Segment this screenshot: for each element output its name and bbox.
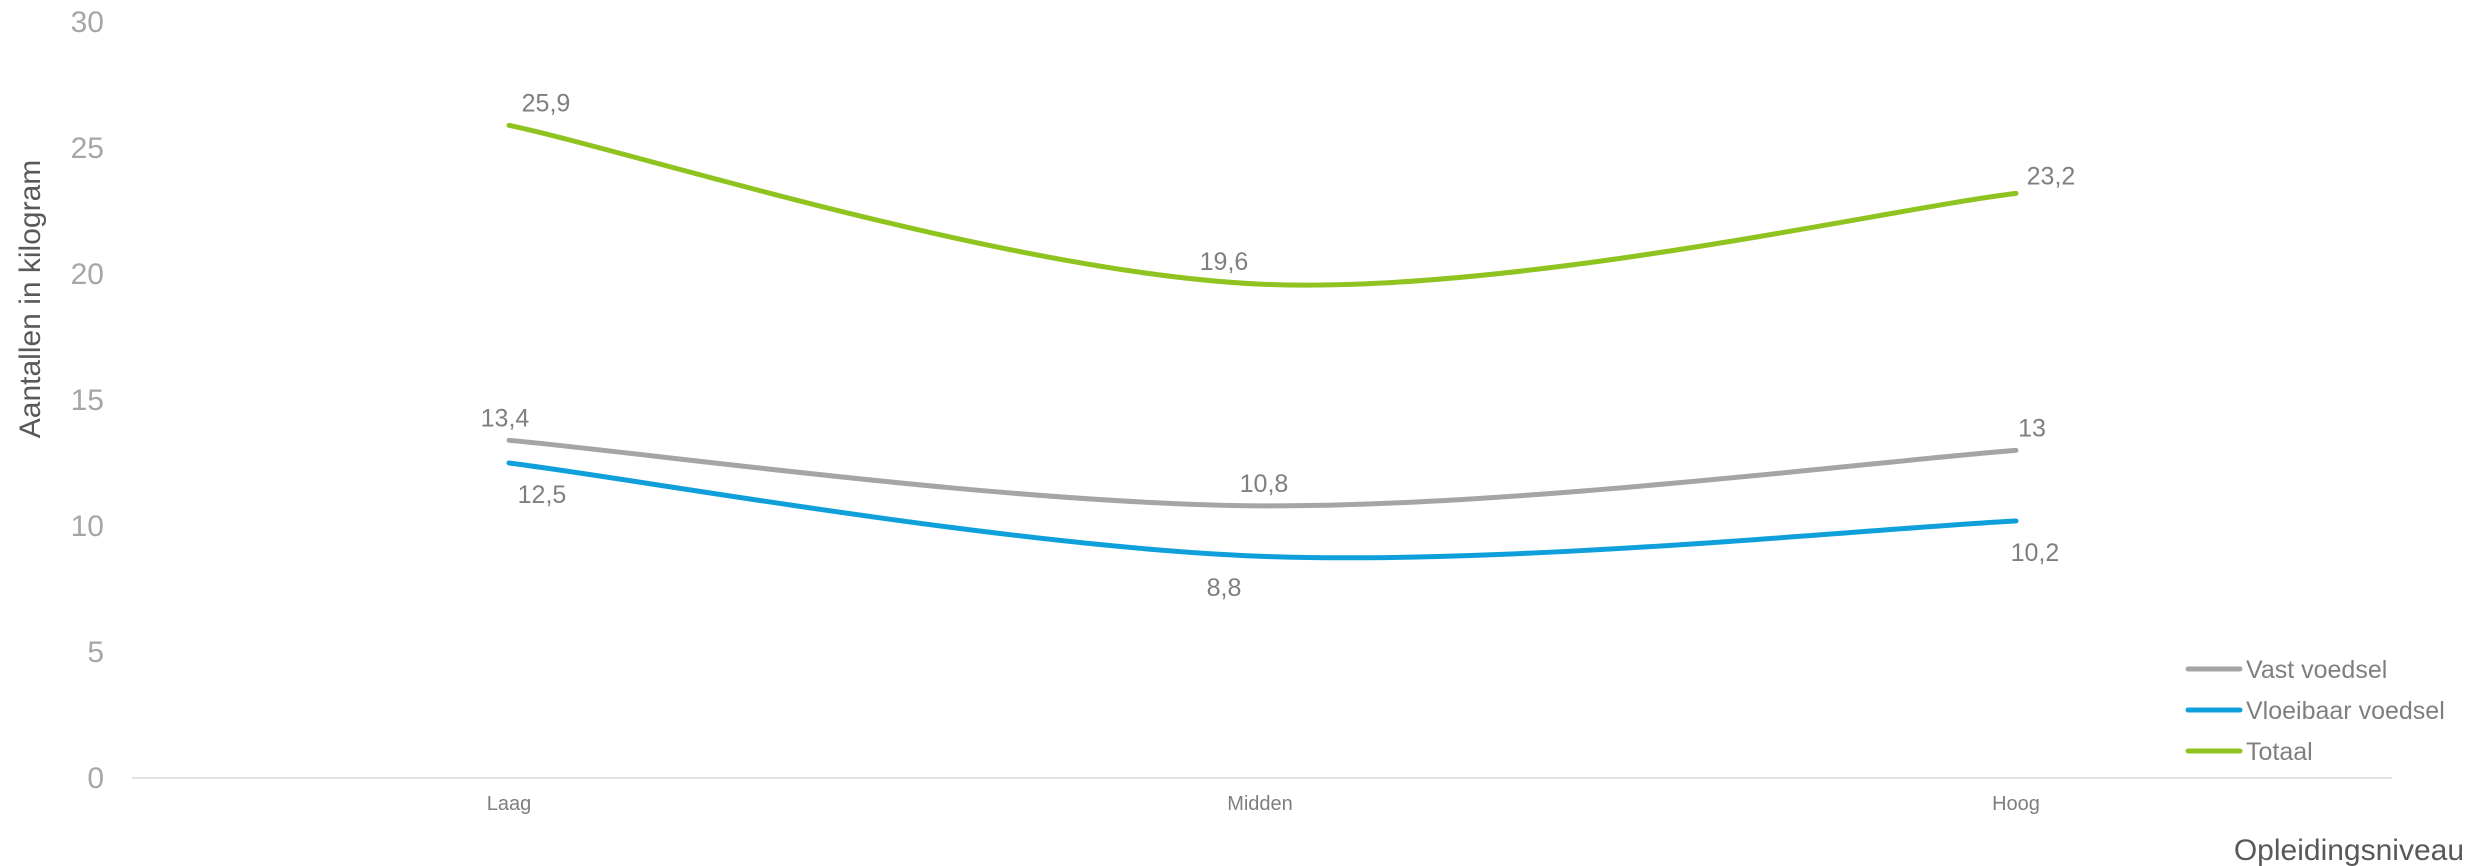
legend-label: Vloeibaar voedsel (2246, 697, 2445, 725)
legend-label: Vast voedsel (2246, 656, 2387, 684)
x-tick-label: Hoog (1992, 793, 2040, 815)
data-labels: 13,4 10,8 13 12,5 8,8 10,2 25,9 19,6 23,2 (481, 89, 2076, 602)
data-label-vloeibaar-voedsel: 8,8 (1207, 574, 1242, 602)
legend-item-vast-voedsel: Vast voedsel (2185, 656, 2387, 684)
y-tick-label: 30 (71, 6, 104, 39)
y-tick-label: 15 (71, 384, 104, 417)
legend-label: Totaal (2246, 738, 2313, 766)
legend-item-vloeibaar-voedsel: Vloeibaar voedsel (2185, 697, 2445, 725)
data-label-vast-voedsel: 13,4 (481, 404, 530, 432)
y-axis-ticks: 0 5 10 15 20 25 30 (71, 6, 104, 795)
series-line-vast-voedsel (506, 437, 2019, 509)
y-tick-label: 10 (71, 510, 104, 543)
y-tick-label: 5 (87, 636, 104, 669)
y-tick-label: 0 (87, 762, 104, 795)
series-lines (506, 122, 2019, 561)
legend: Vast voedsel Vloeibaar voedsel Totaal (2185, 656, 2445, 766)
x-tick-label: Midden (1227, 793, 1293, 815)
data-label-totaal: 19,6 (1200, 248, 1249, 276)
data-label-vast-voedsel: 10,8 (1240, 470, 1289, 498)
legend-item-totaal: Totaal (2185, 738, 2313, 766)
y-tick-label: 25 (71, 132, 104, 165)
x-tick-label: Laag (487, 793, 532, 815)
y-axis-title: Aantallen in kilogram (14, 160, 47, 438)
x-axis-title: Opleidingsniveau (2234, 834, 2464, 866)
series-line-vloeibaar-voedsel (506, 460, 2019, 561)
data-label-totaal: 25,9 (522, 89, 571, 117)
data-label-vloeibaar-voedsel: 10,2 (2011, 539, 2060, 567)
y-tick-label: 20 (71, 258, 104, 291)
data-label-vloeibaar-voedsel: 12,5 (518, 481, 567, 509)
data-label-totaal: 23,2 (2027, 162, 2076, 190)
x-axis-ticks: Laag Midden Hoog (487, 793, 2040, 815)
series-line-totaal (506, 122, 2019, 288)
data-label-vast-voedsel: 13 (2018, 414, 2046, 442)
